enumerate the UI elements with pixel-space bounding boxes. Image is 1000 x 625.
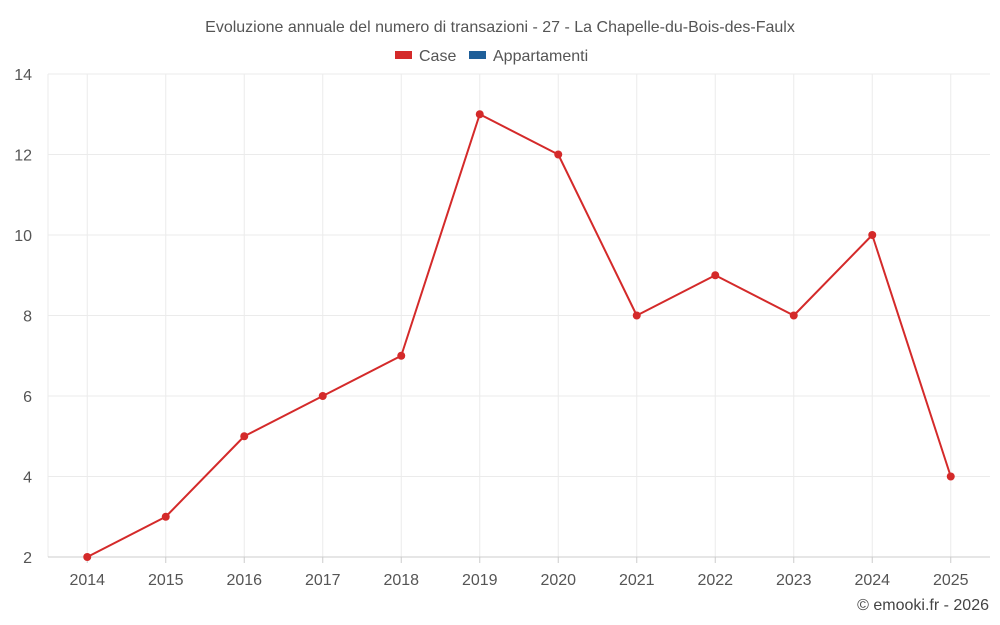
x-tick-label-2015: 2015	[148, 572, 184, 589]
data-point-case-2014[interactable]	[83, 553, 92, 561]
legend-item-case[interactable]: Case	[395, 48, 456, 65]
legend-label-case: Case	[419, 48, 456, 65]
x-tick-label-2016: 2016	[226, 572, 262, 589]
horizontal-gridlines	[48, 73, 990, 477]
x-tick-label-2025: 2025	[933, 572, 969, 589]
x-tick-label-2024: 2024	[854, 572, 890, 589]
x-tick-label-2019: 2019	[462, 572, 498, 589]
y-tick-label-2: 2	[23, 550, 32, 567]
x-tick-label-2017: 2017	[305, 572, 341, 589]
y-tick-label-12: 12	[14, 148, 32, 165]
legend: Case Appartamenti	[395, 48, 588, 65]
x-tick-label-2014: 2014	[69, 572, 105, 589]
x-tick-label-2022: 2022	[697, 572, 733, 589]
x-tick-label-2020: 2020	[540, 572, 576, 589]
legend-swatch-case	[395, 51, 412, 59]
data-point-case-2015[interactable]	[161, 512, 170, 521]
chart-title: Evoluzione annuale del numero di transaz…	[205, 19, 795, 36]
series-layer	[83, 110, 955, 561]
data-point-case-2024[interactable]	[868, 231, 877, 239]
x-axis-tick-labels: 2014 2015 2016 2017 2018 2019 2020 2021 2022 2023…	[69, 572, 968, 589]
y-tick-label-4: 4	[23, 470, 32, 487]
credit-text: © emooki.fr - 2026	[857, 597, 989, 614]
y-axis-tick-labels: 2 4 6 8 10 12 14	[14, 67, 32, 567]
y-tick-label-10: 10	[14, 228, 32, 245]
data-point-case-2022[interactable]	[711, 271, 720, 280]
data-point-case-2016[interactable]	[240, 432, 249, 441]
data-point-case-2021[interactable]	[632, 311, 641, 320]
axes	[47, 74, 990, 563]
series-line-case	[86, 113, 952, 558]
data-point-case-2020[interactable]	[554, 150, 563, 159]
legend-label-appartamenti: Appartamenti	[493, 48, 588, 65]
y-tick-label-14: 14	[14, 67, 32, 84]
y-tick-label-6: 6	[23, 389, 32, 406]
data-point-case-2017[interactable]	[318, 392, 327, 400]
data-point-case-2025[interactable]	[946, 472, 955, 481]
data-point-case-2018[interactable]	[397, 351, 406, 360]
y-tick-label-8: 8	[23, 309, 32, 326]
data-point-case-2023[interactable]	[789, 311, 798, 320]
x-tick-label-2018: 2018	[383, 572, 419, 589]
legend-item-appartamenti[interactable]: Appartamenti	[469, 48, 588, 65]
data-point-case-2019[interactable]	[475, 110, 484, 119]
legend-swatch-appartamenti	[469, 51, 486, 59]
x-tick-label-2023: 2023	[776, 572, 812, 589]
x-tick-label-2021: 2021	[619, 572, 655, 589]
